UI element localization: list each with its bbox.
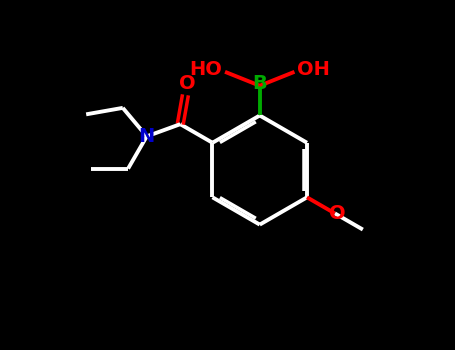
Text: B: B — [253, 74, 267, 93]
Text: O: O — [329, 204, 345, 223]
Text: OH: OH — [297, 60, 330, 79]
Text: N: N — [139, 127, 155, 146]
Text: HO: HO — [190, 60, 222, 79]
Text: O: O — [179, 75, 196, 93]
